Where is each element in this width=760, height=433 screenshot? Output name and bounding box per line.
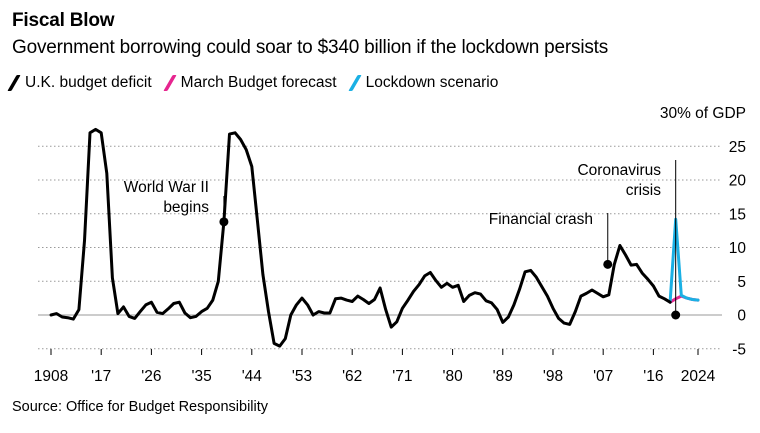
legend-item-lockdown: Lockdown scenario — [348, 74, 499, 92]
y-tick-label: 25 — [729, 139, 746, 156]
ww2-label: World War II — [124, 179, 209, 196]
y-tick-label: 0 — [737, 308, 746, 325]
x-tick-label: '71 — [392, 368, 412, 385]
annotations: World War II begins Financial crash Coronav… — [124, 160, 681, 320]
gridlines — [38, 145, 722, 350]
x-tick-label: '62 — [342, 368, 362, 385]
y-tick-label: 10 — [729, 240, 747, 257]
legend-label-deficit: U.K. budget deficit — [25, 74, 152, 91]
y-tick-label: 5 — [737, 274, 746, 291]
ww2-label: begins — [163, 199, 209, 216]
x-tick-label: '16 — [643, 368, 663, 385]
chart-title: Fiscal Blow — [12, 10, 115, 31]
crash-label: Financial crash — [489, 211, 593, 228]
chart-subtitle: Government borrowing could soar to $340 … — [12, 37, 609, 58]
x-tick-label: '07 — [593, 368, 613, 385]
x-axis-ticks: 1908 '17 '26 '35 '44 '53 '62 '71 '80 '89 '98 '07 '16… — [34, 349, 716, 385]
covid-label: crisis — [626, 182, 662, 199]
x-tick-label: '53 — [292, 368, 312, 385]
legend-label-lockdown: Lockdown scenario — [365, 74, 499, 91]
covid-marker — [671, 310, 681, 320]
x-tick-label: '26 — [141, 368, 161, 385]
legend-label-forecast: March Budget forecast — [180, 74, 337, 91]
y-tick-label: 20 — [729, 173, 747, 190]
x-tick-label: 1908 — [34, 368, 68, 385]
legend-item-forecast: March Budget forecast — [163, 74, 337, 92]
y-tick-label: 15 — [729, 206, 746, 223]
x-tick-label: '35 — [191, 368, 211, 385]
legend: U.K. budget deficit March Budget forecas… — [7, 72, 514, 94]
legend-item-deficit: U.K. budget deficit — [7, 74, 152, 92]
lockdown-line — [668, 217, 700, 304]
x-tick-label: '17 — [91, 368, 111, 385]
y-axis-ticks: 30% of GDP 25 20 15 10 5 0 -5 — [660, 105, 747, 358]
source-note: Source: Office for Budget Responsibility — [12, 399, 269, 415]
x-tick-label: 2024 — [681, 368, 716, 385]
series-lines — [49, 127, 700, 348]
x-tick-label: '44 — [242, 368, 263, 385]
y-tick-label: 30% of GDP — [660, 105, 746, 122]
x-tick-label: '80 — [442, 368, 463, 385]
x-tick-label: '89 — [493, 368, 513, 385]
deficit-line — [49, 127, 672, 348]
y-tick-label: -5 — [732, 341, 746, 358]
x-tick-label: '98 — [543, 368, 563, 385]
covid-label: Coronavirus — [577, 162, 661, 179]
